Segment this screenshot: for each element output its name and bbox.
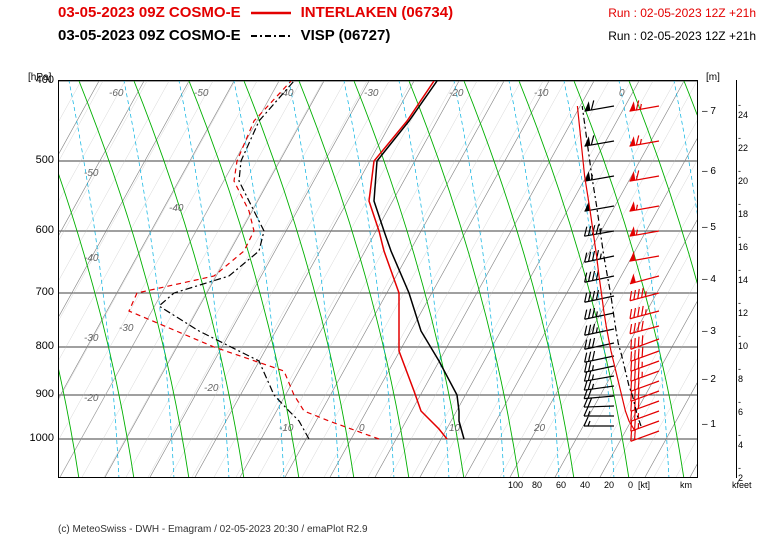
kfeet-tick: - 18	[738, 199, 748, 219]
station1-line-sample	[251, 8, 291, 18]
pressure-tick: 900	[28, 388, 54, 400]
emagram-container: 03-05-2023 09Z COSMO-E INTERLAKEN (06734…	[0, 0, 766, 541]
svg-text:-40: -40	[84, 253, 99, 264]
wind-tick: 0	[628, 480, 633, 490]
svg-text:-30: -30	[119, 323, 134, 334]
station1-date-model: 03-05-2023 09Z COSMO-E	[58, 4, 241, 21]
wind-tick: 60	[556, 480, 566, 490]
plot-box: -60-50-40-30-20-100-50-40-40-30-30-20-20…	[58, 80, 698, 478]
header-station2: 03-05-2023 09Z COSMO-E VISP (06727) Run …	[0, 23, 766, 46]
station2-date-model: 03-05-2023 09Z COSMO-E	[58, 27, 241, 44]
svg-text:-30: -30	[84, 333, 99, 344]
height-m-tick: – 5	[702, 222, 716, 233]
kfeet-tick: - 8	[738, 364, 743, 384]
plot-area: [hPa] 4005006007008009001000 -60-50-40-3…	[30, 80, 730, 500]
svg-text:-30: -30	[364, 88, 379, 99]
pressure-tick: 600	[28, 224, 54, 236]
svg-text:-40: -40	[169, 203, 184, 214]
kfeet-scale-bar	[736, 80, 737, 478]
pressure-tick: 1000	[28, 432, 54, 444]
svg-text:-50: -50	[194, 88, 209, 99]
svg-text:-10: -10	[279, 423, 294, 434]
svg-text:-50: -50	[84, 168, 99, 179]
kfeet-tick: - 22	[738, 133, 748, 153]
m-axis-label: [m]	[706, 72, 720, 83]
pressure-tick: 500	[28, 154, 54, 166]
wind-tick: 100	[508, 480, 523, 490]
kfeet-tick: - 2	[738, 463, 743, 483]
emagram-svg: -60-50-40-30-20-100-50-40-40-30-30-20-20…	[59, 81, 698, 478]
height-m-tick: – 3	[702, 326, 716, 337]
height-m-tick: – 6	[702, 166, 716, 177]
wind-tick: 20	[604, 480, 614, 490]
svg-text:-10: -10	[534, 88, 549, 99]
station2-name: VISP (06727)	[301, 27, 391, 44]
kfeet-tick: - 10	[738, 331, 748, 351]
height-m-tick: – 2	[702, 374, 716, 385]
svg-text:-60: -60	[109, 88, 124, 99]
height-m-tick: – 4	[702, 274, 716, 285]
wind-tick: 40	[580, 480, 590, 490]
kfeet-tick: - 6	[738, 397, 743, 417]
svg-text:0: 0	[619, 88, 625, 99]
kfeet-tick: - 20	[738, 166, 748, 186]
header-station1: 03-05-2023 09Z COSMO-E INTERLAKEN (06734…	[0, 0, 766, 23]
pressure-tick: 700	[28, 286, 54, 298]
station1-name: INTERLAKEN (06734)	[301, 4, 454, 21]
station2-line-sample	[251, 31, 291, 41]
km-label: km	[680, 480, 692, 490]
svg-text:10: 10	[449, 423, 461, 434]
kfeet-tick: - 4	[738, 430, 743, 450]
footer-credit: (c) MeteoSwiss - DWH - Emagram / 02-05-2…	[58, 524, 368, 535]
kfeet-tick: - 16	[738, 232, 748, 252]
svg-text:-20: -20	[84, 393, 99, 404]
svg-text:-20: -20	[449, 88, 464, 99]
kfeet-tick: - 14	[738, 265, 748, 285]
svg-text:20: 20	[533, 423, 546, 434]
station1-run: Run : 02-05-2023 12Z +21h	[608, 6, 756, 20]
station2-run: Run : 02-05-2023 12Z +21h	[608, 29, 756, 43]
wind-unit: [kt]	[638, 480, 650, 490]
kfeet-tick: - 24	[738, 100, 748, 120]
pressure-tick: 800	[28, 340, 54, 352]
svg-text:-20: -20	[204, 383, 219, 394]
height-m-tick: – 1	[702, 419, 716, 430]
kfeet-tick: - 12	[738, 298, 748, 318]
pressure-tick: 400	[28, 74, 54, 86]
wind-tick: 80	[532, 480, 542, 490]
chart-header: 03-05-2023 09Z COSMO-E INTERLAKEN (06734…	[0, 0, 766, 46]
height-m-tick: – 7	[702, 106, 716, 117]
